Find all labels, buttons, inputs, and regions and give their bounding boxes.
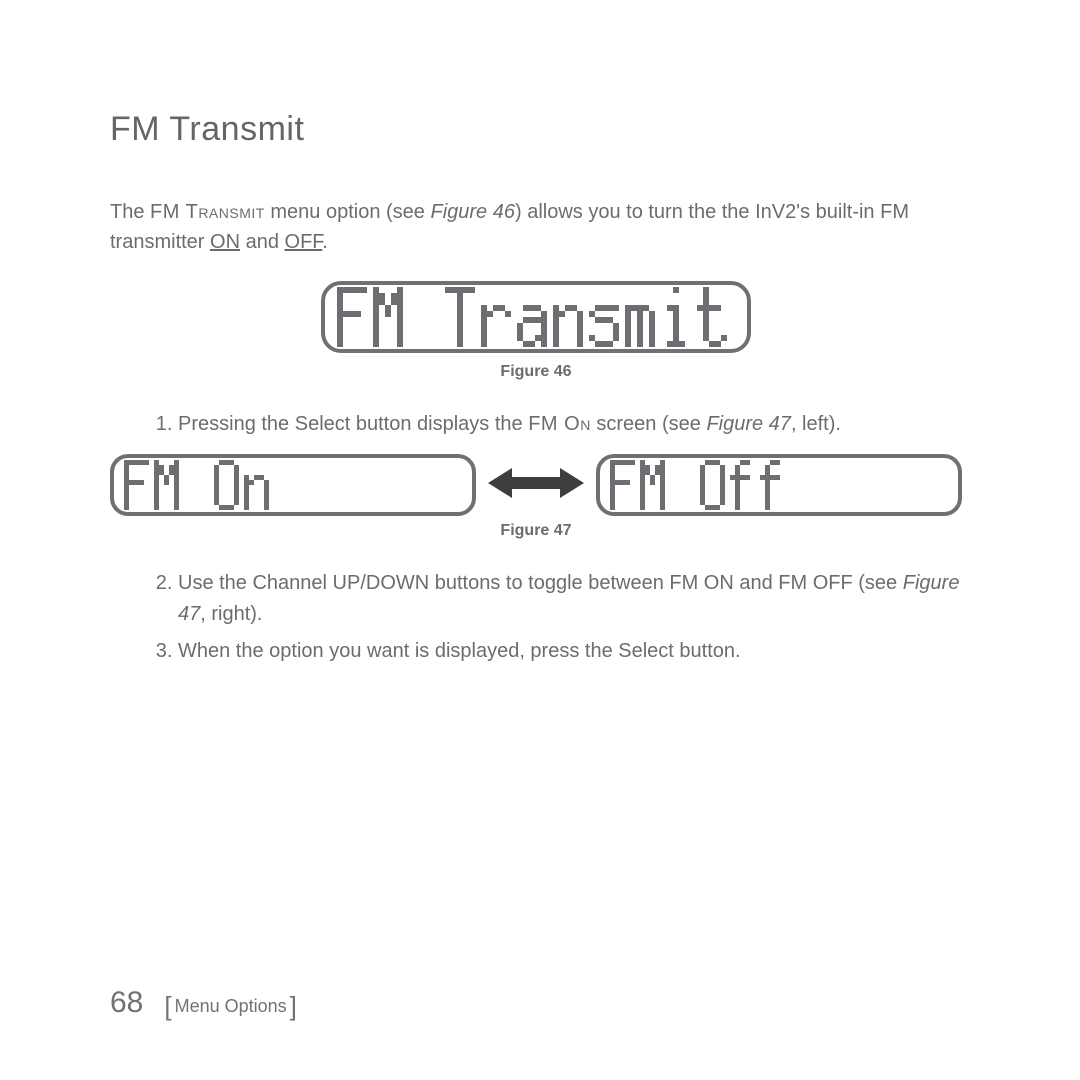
- page-footer: 68 [Menu Options]: [110, 986, 300, 1020]
- lcd-fm-off: [596, 454, 962, 516]
- lcd-fm-on: [110, 454, 476, 516]
- figure-47-caption: Figure 47: [110, 522, 962, 540]
- intro-paragraph: The FM Transmit menu option (see Figure …: [110, 197, 962, 257]
- step-1: Pressing the Select button displays the …: [178, 409, 962, 440]
- lcd-fm-transmit: [321, 281, 751, 353]
- figure-46-caption: Figure 46: [110, 363, 962, 381]
- step-2: Use the Channel UP/DOWN buttons to toggl…: [178, 568, 962, 630]
- toggle-arrow-icon: [488, 466, 584, 505]
- page-title: FM Transmit: [110, 110, 962, 149]
- step-3: When the option you want is displayed, p…: [178, 636, 962, 667]
- section-label: [Menu Options]: [161, 988, 300, 1019]
- page-number: 68: [110, 986, 143, 1020]
